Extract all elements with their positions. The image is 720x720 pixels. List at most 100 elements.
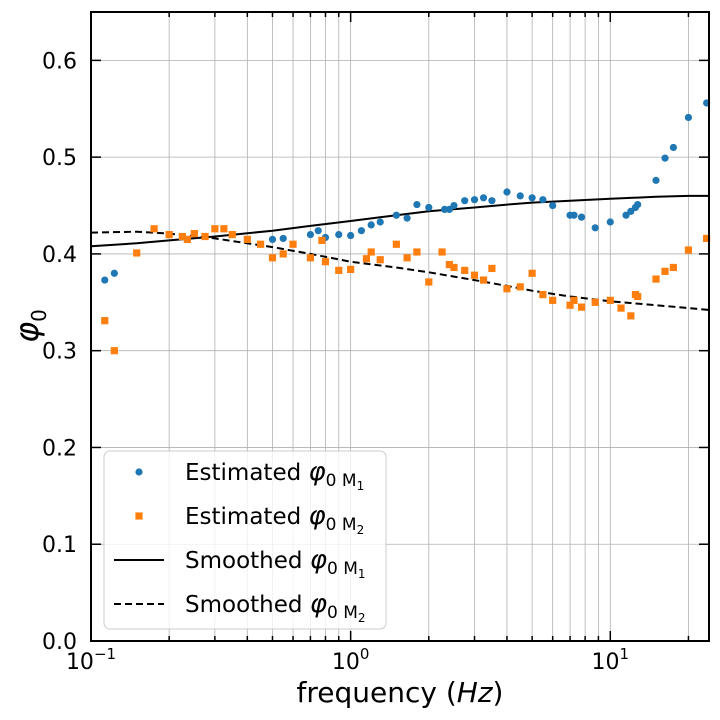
data-point-m2 bbox=[425, 278, 433, 286]
y-tick-label: 0.0 bbox=[42, 630, 77, 655]
legend-label-1: Estimated φ0 M1 bbox=[185, 457, 364, 493]
data-point-m1 bbox=[479, 194, 488, 202]
data-point-m1 bbox=[367, 221, 375, 229]
data-point-m1 bbox=[335, 230, 343, 239]
plot-frame bbox=[90, 11, 710, 642]
data-point-m1 bbox=[606, 218, 614, 226]
data-point-m1 bbox=[413, 200, 421, 209]
data-point-m2 bbox=[445, 260, 453, 269]
data-point-m1 bbox=[661, 154, 669, 162]
y-axis-title: φ0 bbox=[8, 309, 51, 343]
legend-box bbox=[103, 450, 387, 630]
data-point-m2 bbox=[652, 275, 660, 283]
data-point-m2 bbox=[703, 234, 711, 243]
data-point-m2 bbox=[347, 265, 355, 274]
data-point-m2 bbox=[549, 296, 557, 304]
data-point-m1 bbox=[591, 224, 599, 232]
data-point-m1 bbox=[376, 218, 384, 226]
data-point-m2 bbox=[570, 296, 578, 304]
data-point-m2 bbox=[362, 255, 371, 263]
series-line-4 bbox=[90, 230, 710, 311]
data-point-m2 bbox=[566, 301, 574, 309]
x-tick-label: 100 bbox=[332, 645, 370, 675]
data-point-m2 bbox=[403, 254, 411, 262]
series-line-3 bbox=[90, 194, 709, 248]
smoothed-lines bbox=[90, 194, 710, 311]
data-point-m2 bbox=[165, 230, 173, 239]
data-point-m2 bbox=[606, 296, 614, 304]
data-point-m2 bbox=[201, 232, 209, 241]
y-tick-label: 0.3 bbox=[42, 340, 77, 365]
grid-lines bbox=[90, 12, 709, 642]
data-point-m1 bbox=[577, 213, 586, 221]
legend: Estimated φ0 M1 Estimated φ0 M2 Smoothed φ… bbox=[103, 450, 387, 630]
data-point-m1 bbox=[357, 227, 365, 235]
data-point-m1 bbox=[470, 196, 479, 204]
data-point-m2 bbox=[539, 290, 547, 299]
data-point-m1 bbox=[425, 203, 433, 212]
data-point-m2 bbox=[461, 266, 469, 274]
data-point-m1 bbox=[488, 197, 496, 205]
data-point-m2 bbox=[367, 248, 375, 256]
data-point-m2 bbox=[101, 317, 109, 325]
data-point-m2 bbox=[306, 254, 315, 262]
data-point-m1 bbox=[634, 200, 642, 209]
x-tick-label: 101 bbox=[592, 645, 630, 675]
data-point-m2 bbox=[634, 292, 642, 301]
data-point-m1 bbox=[392, 211, 400, 219]
data-points bbox=[101, 99, 711, 355]
data-point-m2 bbox=[268, 254, 277, 262]
data-point-m1 bbox=[652, 176, 660, 184]
data-point-m2 bbox=[183, 235, 191, 244]
data-point-m2 bbox=[438, 248, 446, 256]
y-tick-label: 0.1 bbox=[42, 533, 77, 558]
data-point-m1 bbox=[268, 235, 277, 244]
data-point-m1 bbox=[461, 197, 469, 205]
data-point-m2 bbox=[470, 271, 479, 279]
data-point-m2 bbox=[413, 248, 421, 256]
y-tick-label: 0.6 bbox=[42, 49, 77, 74]
data-point-m2 bbox=[669, 263, 677, 272]
data-point-m2 bbox=[178, 232, 187, 241]
data-point-m2 bbox=[376, 256, 384, 264]
data-point-m2 bbox=[220, 225, 228, 233]
y-tick-label: 0.2 bbox=[42, 436, 77, 461]
data-point-m2 bbox=[190, 230, 198, 238]
data-point-m2 bbox=[289, 240, 297, 248]
data-point-m2 bbox=[591, 298, 599, 306]
data-point-m2 bbox=[211, 225, 219, 233]
data-point-m1 bbox=[403, 214, 411, 222]
data-point-m1 bbox=[669, 143, 677, 152]
legend-label-3: Smoothed φ0 M1 bbox=[185, 545, 366, 581]
data-point-m2 bbox=[479, 276, 488, 284]
data-point-m1 bbox=[314, 227, 322, 235]
data-point-m2 bbox=[684, 246, 693, 254]
data-point-m1 bbox=[539, 196, 547, 204]
data-point-m2 bbox=[110, 347, 118, 355]
data-point-m2 bbox=[528, 269, 536, 277]
x-tick-label: 10−1 bbox=[66, 645, 116, 675]
data-point-m2 bbox=[627, 312, 635, 320]
data-point-m1 bbox=[347, 231, 355, 240]
data-point-m2 bbox=[321, 258, 330, 266]
data-point-m1 bbox=[570, 211, 578, 219]
data-point-m1 bbox=[622, 211, 630, 219]
data-point-m2 bbox=[257, 240, 265, 248]
data-point-m1 bbox=[450, 201, 458, 210]
data-point-m2 bbox=[503, 285, 511, 293]
data-point-m2 bbox=[392, 240, 400, 248]
data-point-m1 bbox=[503, 188, 511, 196]
data-point-m2 bbox=[661, 267, 669, 275]
data-point-m2 bbox=[279, 250, 287, 258]
x-axis-title: frequency (Hz) bbox=[297, 676, 504, 709]
data-point-m1 bbox=[306, 230, 315, 239]
y-tick-label: 0.5 bbox=[42, 146, 77, 171]
data-point-m2 bbox=[488, 264, 496, 273]
tick-labels: 0.0 0.1 0.2 0.3 0.4 0.5 0.6 10−1 100 101 bbox=[42, 49, 629, 675]
data-point-m2 bbox=[150, 225, 158, 233]
data-point-m2 bbox=[450, 263, 458, 272]
data-point-m2 bbox=[243, 235, 251, 244]
data-point-m1 bbox=[549, 201, 557, 210]
data-point-m1 bbox=[516, 192, 524, 200]
